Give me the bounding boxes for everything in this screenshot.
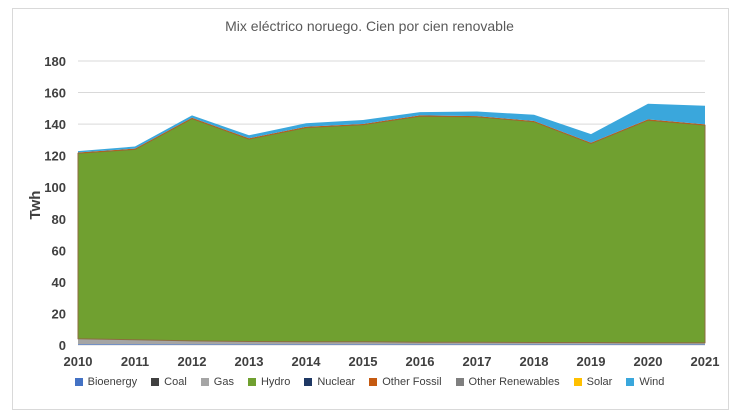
legend-item-other-renewables: Other Renewables (455, 376, 560, 388)
y-tick-label: 120 (44, 149, 66, 164)
area-bioenergy (78, 344, 705, 345)
x-tick-label: 2015 (349, 354, 378, 369)
legend-label: Other Fossil (382, 376, 442, 388)
legend: Bioenergy Coal Gas Hydro Nuclear Other Fossil… (0, 376, 739, 388)
x-tick-labels: 2010 2011 2012 2013 2014 2015 2016 2017 2018 2019… (64, 354, 720, 369)
legend-label: Hydro (260, 376, 291, 388)
x-tick-label: 2019 (577, 354, 606, 369)
series-areas (77, 103, 706, 345)
area-wind (78, 103, 705, 153)
x-tick-label: 2012 (178, 354, 207, 369)
legend-item-solar: Solar (573, 376, 613, 388)
legend-swatch (626, 378, 635, 386)
y-tick-label: 20 (52, 306, 66, 321)
x-tick-label: 2018 (520, 354, 549, 369)
legend-label: Gas (213, 376, 234, 388)
legend-item-other-fossil: Other Fossil (369, 376, 442, 388)
legend-item-gas: Gas (200, 376, 234, 388)
legend-swatch (74, 378, 83, 386)
legend-label: Coal (164, 376, 187, 388)
y-tick-label: 100 (44, 180, 66, 195)
legend-label: Bioenergy (87, 376, 138, 388)
legend-label: Nuclear (317, 376, 356, 388)
legend-label: Solar (586, 376, 613, 388)
y-axis-label: Twh (27, 191, 44, 220)
legend-label: Other Renewables (468, 376, 560, 388)
legend-swatch (151, 378, 160, 386)
y-tick-label: 180 (44, 54, 66, 69)
x-tick-label: 2017 (463, 354, 492, 369)
legend-swatch (369, 378, 378, 386)
y-tick-label: 80 (52, 212, 66, 227)
legend-item-hydro: Hydro (247, 376, 291, 388)
legend-swatch (455, 378, 464, 386)
y-tick-labels: 0 20 40 60 80 100 120 140 160 180 (44, 54, 66, 353)
x-tick-label: 2016 (406, 354, 435, 369)
legend-label: Wind (639, 376, 665, 388)
legend-swatch (304, 378, 313, 386)
y-tick-label: 160 (44, 86, 66, 101)
y-tick-label: 60 (52, 243, 66, 258)
x-tick-label: 2010 (64, 354, 93, 369)
x-tick-label: 2021 (691, 354, 720, 369)
y-tick-label: 0 (59, 338, 66, 353)
legend-swatch (247, 378, 256, 386)
legend-item-nuclear: Nuclear (304, 376, 355, 388)
area-hydro (77, 115, 706, 344)
x-tick-label: 2020 (634, 354, 663, 369)
x-tick-label: 2014 (292, 354, 322, 369)
legend-swatch (200, 378, 209, 386)
y-tick-label: 140 (44, 117, 66, 132)
legend-item-wind: Wind (626, 376, 664, 388)
chart-title: Mix eléctrico noruego. Cien por cien ren… (225, 18, 514, 34)
x-tick-label: 2013 (235, 354, 264, 369)
legend-swatch (573, 378, 582, 386)
y-tick-label: 40 (52, 275, 66, 290)
x-tick-label: 2011 (121, 354, 149, 369)
legend-item-coal: Coal (151, 376, 187, 388)
legend-item-bioenergy: Bioenergy (74, 376, 138, 388)
